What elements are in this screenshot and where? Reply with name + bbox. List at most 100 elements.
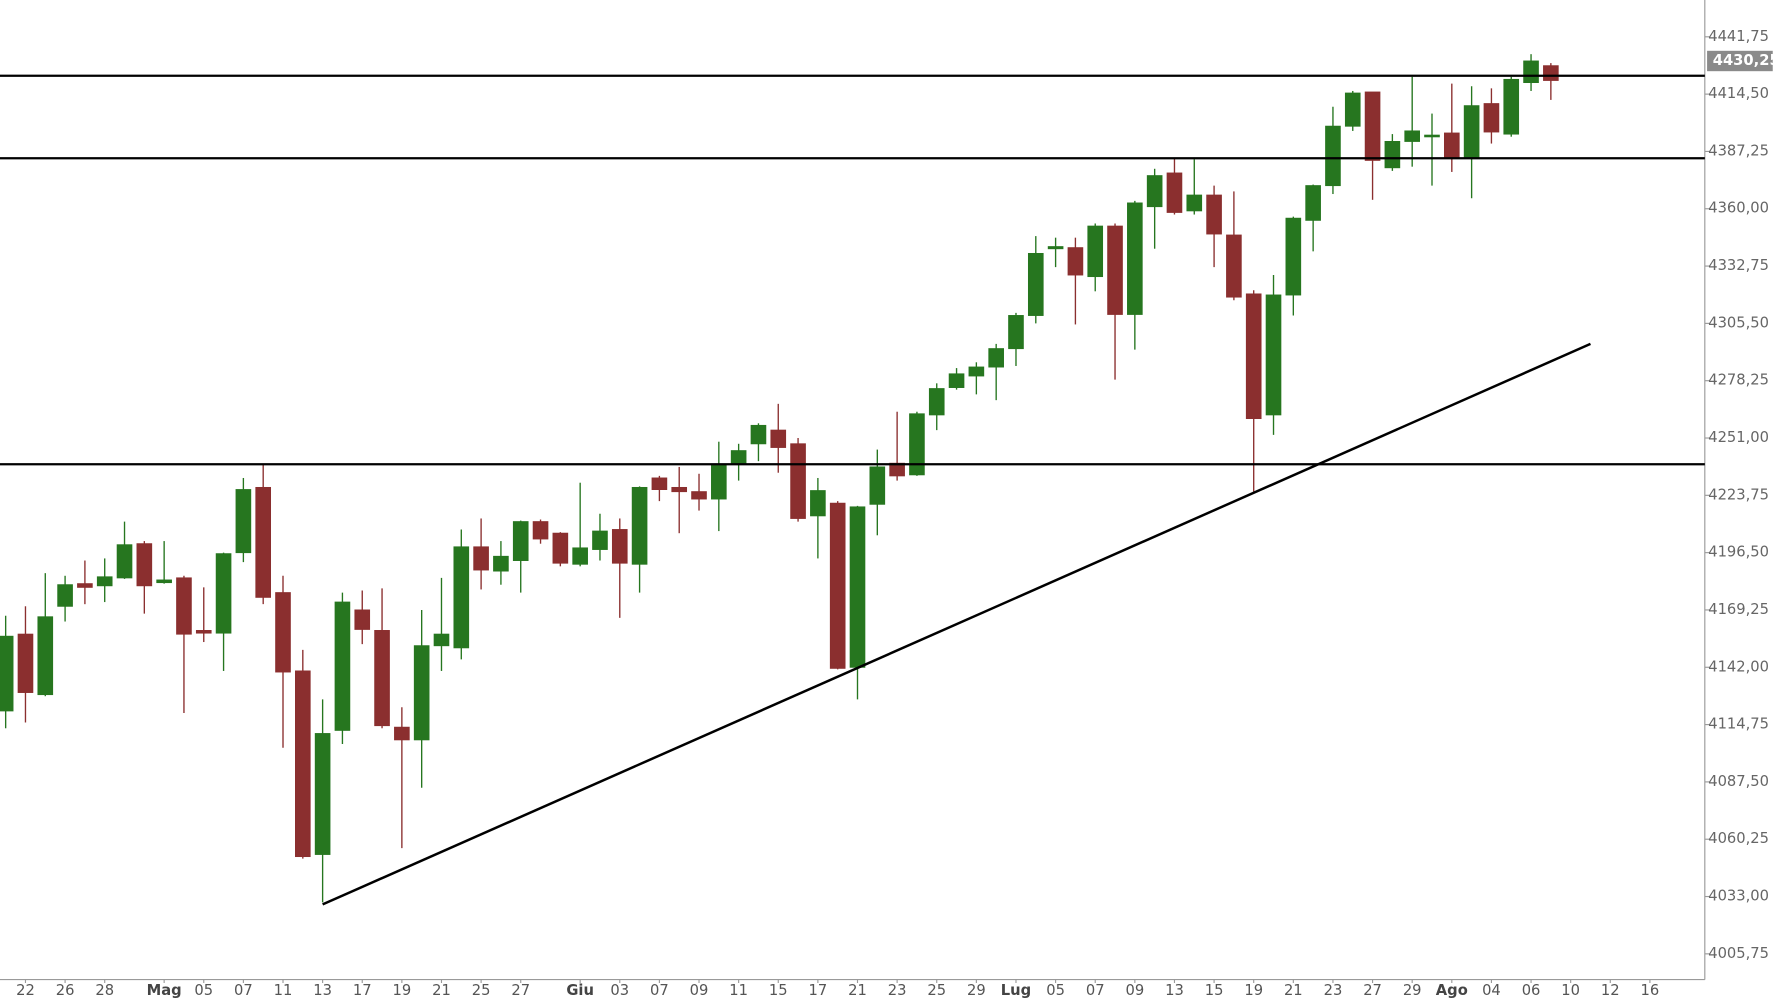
x-tick-label: 13 xyxy=(313,982,332,999)
candle-body xyxy=(1067,247,1084,276)
y-tick-label: 4441,75 xyxy=(1708,28,1769,45)
candle-body xyxy=(394,726,410,741)
candle-body xyxy=(1443,132,1460,158)
candle-body xyxy=(215,553,232,634)
candle xyxy=(334,592,351,745)
candle xyxy=(215,552,232,671)
candle-body xyxy=(0,635,14,712)
last-price-label: 4430,25 xyxy=(1713,52,1775,69)
x-tick-label: 06 xyxy=(1522,982,1541,999)
candle xyxy=(1107,223,1123,380)
x-tick-label: Mag xyxy=(147,982,182,999)
y-tick-label: 4223,75 xyxy=(1708,486,1769,503)
candle-body xyxy=(413,645,430,741)
x-tick-label: 03 xyxy=(610,982,629,999)
candle-body xyxy=(96,576,113,587)
candle-body xyxy=(1305,185,1321,221)
candle-body xyxy=(829,502,846,669)
candle xyxy=(611,518,628,618)
x-tick-label: 19 xyxy=(1244,982,1263,999)
x-tick-label: 15 xyxy=(769,982,788,999)
candle-body xyxy=(988,348,1004,368)
candle xyxy=(493,541,509,585)
candle xyxy=(750,423,767,462)
x-tick-label: 25 xyxy=(472,982,491,999)
candle xyxy=(1186,159,1203,215)
candle-body xyxy=(57,584,73,607)
candle-body xyxy=(1384,140,1401,169)
candle xyxy=(354,590,371,645)
x-tick-label: 23 xyxy=(1324,982,1343,999)
candle xyxy=(1364,91,1381,200)
candle xyxy=(37,573,54,697)
candle-body xyxy=(1146,175,1163,208)
candle-body xyxy=(1265,294,1282,416)
candle-body xyxy=(928,388,945,416)
x-tick-label: 27 xyxy=(511,982,530,999)
y-tick-label: 4278,25 xyxy=(1708,372,1769,389)
candle xyxy=(1384,134,1401,171)
candle-body xyxy=(1226,234,1242,298)
candle-body xyxy=(275,592,291,673)
candle xyxy=(433,577,450,671)
candle xyxy=(0,615,14,729)
candle xyxy=(295,649,311,859)
candle xyxy=(1424,113,1440,186)
x-tick-label: 23 xyxy=(888,982,907,999)
x-tick-label: 13 xyxy=(1165,982,1184,999)
candle xyxy=(1265,275,1282,435)
candle xyxy=(1483,88,1500,144)
candle-body xyxy=(948,373,965,388)
candle xyxy=(572,482,588,567)
x-tick-label: 21 xyxy=(432,982,451,999)
candle xyxy=(1166,158,1183,215)
candle-body xyxy=(1008,315,1024,350)
candle-body xyxy=(295,670,311,858)
candle-body xyxy=(790,443,806,519)
y-tick-label: 4142,00 xyxy=(1708,658,1769,675)
candle xyxy=(1404,76,1420,167)
candle xyxy=(57,575,73,622)
candle xyxy=(1325,106,1341,195)
y-tick-label: 4114,75 xyxy=(1708,716,1769,733)
candle-body xyxy=(691,491,707,500)
x-tick-label: 29 xyxy=(1403,982,1422,999)
candle-body xyxy=(354,609,371,630)
candle xyxy=(631,486,648,593)
candle xyxy=(532,519,549,544)
candle xyxy=(810,477,826,559)
y-tick-label: 4060,25 xyxy=(1708,830,1769,847)
candle-body xyxy=(255,486,272,598)
candle-body xyxy=(770,429,787,448)
candle xyxy=(255,464,272,605)
candle-body xyxy=(77,583,93,588)
candle-body xyxy=(1503,78,1520,135)
candle-body xyxy=(671,486,688,493)
candle-body xyxy=(1463,105,1480,159)
candle xyxy=(1206,185,1222,268)
last-price-box xyxy=(1707,50,1773,72)
candle-body xyxy=(1424,134,1440,138)
candle xyxy=(1523,54,1539,91)
candle-body xyxy=(1325,125,1341,187)
candle-body xyxy=(374,630,390,727)
candle xyxy=(374,588,390,729)
y-tick-label: 4169,25 xyxy=(1708,601,1769,618)
candle xyxy=(1067,237,1084,325)
candle-body xyxy=(334,601,351,731)
candle xyxy=(770,403,787,473)
candle xyxy=(235,477,252,563)
candle xyxy=(1463,86,1480,199)
candle xyxy=(136,541,153,614)
candle-body xyxy=(37,616,54,696)
candle xyxy=(968,362,985,395)
candle xyxy=(552,532,569,567)
candle xyxy=(829,501,846,670)
candle-body xyxy=(1245,293,1262,420)
candle-body xyxy=(314,733,331,855)
candle-body xyxy=(433,633,450,647)
x-tick-label: Lug xyxy=(1001,982,1031,999)
candle-body xyxy=(849,506,866,668)
candle xyxy=(711,441,727,532)
